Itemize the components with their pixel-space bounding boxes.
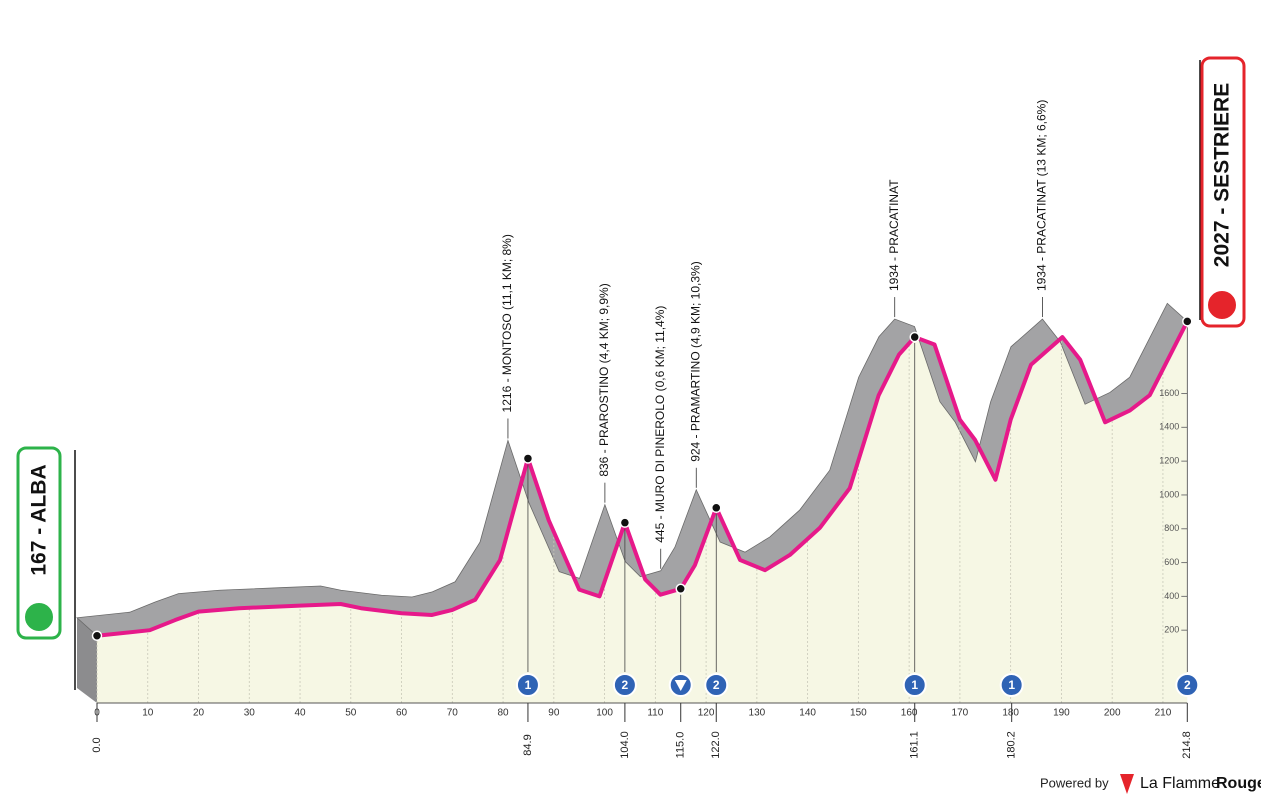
category-number: 2 xyxy=(1184,678,1191,692)
point xyxy=(909,331,920,343)
x-tick-label: 90 xyxy=(548,708,560,719)
km-label: 122.0 xyxy=(710,731,722,759)
category-icon xyxy=(902,673,927,697)
point xyxy=(675,583,686,595)
x-tick-label: 190 xyxy=(1053,708,1070,719)
brand-logo xyxy=(1120,774,1134,794)
brand-name: La Flamme xyxy=(1140,775,1220,792)
start-box xyxy=(16,446,62,640)
brand-name-bold: Rouge xyxy=(1216,775,1261,792)
x-tick-label: 210 xyxy=(1155,708,1172,719)
start-label: 167 - ALBA xyxy=(28,464,51,575)
category-icon xyxy=(1175,673,1200,697)
x-tick-label: 160 xyxy=(901,708,918,719)
point xyxy=(1182,316,1193,327)
x-tick-label: 100 xyxy=(596,708,613,719)
category-number: 2 xyxy=(622,678,629,692)
category-icon xyxy=(704,673,729,697)
km-label: 180.2 xyxy=(1006,731,1018,759)
category-number: 1 xyxy=(1008,678,1015,692)
x-tick-label: 60 xyxy=(396,708,408,719)
km-label: 214.8 xyxy=(1181,731,1193,759)
annotation: 1934 - PRACATINAT xyxy=(887,179,901,291)
x-tick-label: 180 xyxy=(1002,708,1019,719)
y-tick-label: 1400 xyxy=(1159,422,1179,432)
annotation: 836 - PRAROSTINO (4,4 KM; 9,9%) xyxy=(597,283,611,476)
start-icon xyxy=(23,601,55,633)
x-tick-label: 20 xyxy=(193,708,205,719)
finish-label: 2027 - SESTRIERE xyxy=(1211,83,1234,267)
km-label: 161.1 xyxy=(909,731,921,759)
category-number: 2 xyxy=(713,678,720,692)
x-tick-label: 80 xyxy=(498,708,510,719)
x-tick-label: 170 xyxy=(952,708,969,719)
profile-line xyxy=(96,320,1190,638)
x-tick-label: 150 xyxy=(850,708,867,719)
category-number: 1 xyxy=(525,678,532,692)
x-tick-label: 70 xyxy=(447,708,459,719)
finish-icon xyxy=(1206,289,1238,321)
x-tick-label: 30 xyxy=(244,708,256,719)
x-tick-label: 10 xyxy=(142,708,154,719)
category-icon xyxy=(612,673,637,697)
y-tick-label: 1200 xyxy=(1159,456,1179,466)
finish-box xyxy=(1200,56,1246,328)
annotation: 445 - MURO DI PINEROLO (0,6 KM; 11,4%) xyxy=(653,306,667,543)
annotation: 924 - PRAMARTINO (4,9 KM; 10,3%) xyxy=(688,261,702,462)
x-tick-label: 40 xyxy=(294,708,306,719)
y-tick-label: 1600 xyxy=(1159,388,1179,398)
y-tick-label: 800 xyxy=(1164,523,1179,533)
annotation: 1216 - MONTOSO (11,1 KM; 8%) xyxy=(500,234,514,412)
point xyxy=(711,502,722,514)
category-icon xyxy=(999,673,1024,697)
powered-by: Powered by xyxy=(1040,775,1109,790)
y-tick-label: 400 xyxy=(1164,591,1179,601)
category-icon xyxy=(515,673,540,697)
y-tick-label: 200 xyxy=(1164,625,1179,635)
km-label: 84.9 xyxy=(522,734,534,755)
descent-icon xyxy=(674,680,687,691)
x-tick-label: 120 xyxy=(698,708,715,719)
km-label: 115.0 xyxy=(675,732,687,759)
x-tick-label: 110 xyxy=(647,708,663,719)
point xyxy=(619,517,631,528)
y-tick-label: 600 xyxy=(1164,557,1179,567)
annotation: 1934 - PRACATINAT (13 KM; 6,6%) xyxy=(1035,100,1049,291)
point xyxy=(91,630,103,642)
x-tick-label: 130 xyxy=(749,708,766,719)
category-number: 1 xyxy=(911,678,918,692)
profile-side xyxy=(77,617,97,703)
x-tick-label: 200 xyxy=(1104,708,1121,719)
km-label: 0.0 xyxy=(91,737,103,752)
x-tick-label: 50 xyxy=(345,708,357,719)
point xyxy=(522,453,534,464)
km-label: 104.0 xyxy=(619,731,631,759)
y-tick-label: 1000 xyxy=(1159,489,1179,499)
x-tick-label: 140 xyxy=(799,708,816,719)
